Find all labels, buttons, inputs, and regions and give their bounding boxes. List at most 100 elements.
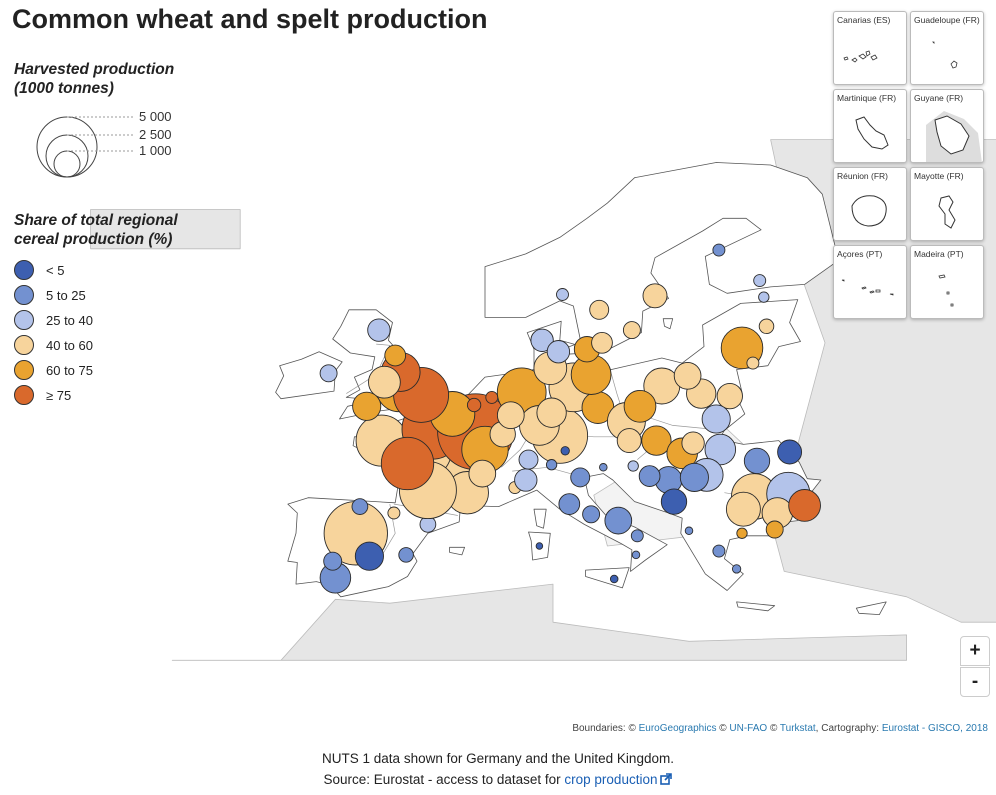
production-bubble-62[interactable] <box>765 520 784 539</box>
attribution-cartography-prefix: , Cartography: <box>815 723 882 734</box>
inset-guadeloupe[interactable]: Guadeloupe (FR) <box>910 11 984 85</box>
production-bubble-20[interactable] <box>468 459 497 488</box>
production-bubble-27[interactable] <box>384 344 407 367</box>
production-bubble-29[interactable] <box>485 390 499 404</box>
inset-label-martinique: Martinique (FR) <box>837 93 897 103</box>
production-bubble-68[interactable] <box>558 493 581 515</box>
size-legend-label-2500: 2 500 <box>139 127 172 142</box>
inset-mayotte[interactable]: Mayotte (FR) <box>910 167 984 241</box>
production-bubble-7[interactable] <box>323 551 343 571</box>
production-bubble-6[interactable] <box>354 541 384 571</box>
color-swatch-60-75 <box>14 360 34 380</box>
production-bubble-90[interactable] <box>746 356 760 370</box>
production-bubble-88[interactable] <box>712 243 726 257</box>
external-link-icon[interactable] <box>660 773 673 785</box>
production-bubble-82[interactable] <box>642 283 668 309</box>
production-bubble-45[interactable] <box>701 404 731 434</box>
production-bubble-76[interactable] <box>627 460 639 472</box>
production-bubble-56[interactable] <box>725 491 761 527</box>
zoom-out-button[interactable]: - <box>960 667 990 697</box>
production-bubble-47[interactable] <box>641 425 672 456</box>
crop-production-link[interactable]: crop production <box>564 772 658 787</box>
color-legend-title: Share of total regional cereal productio… <box>14 211 178 249</box>
production-bubble-46[interactable] <box>673 361 702 390</box>
production-bubble-74[interactable] <box>560 446 570 456</box>
color-swatch-lt5 <box>14 260 34 280</box>
inset-guyane[interactable]: Guyane (FR) <box>910 89 984 163</box>
inset-reunion-shapes <box>851 195 887 227</box>
production-bubble-65[interactable] <box>660 488 688 515</box>
production-bubble-50[interactable] <box>681 431 705 455</box>
color-legend-item-60-75: 60 to 75 <box>14 359 93 381</box>
production-bubble-30[interactable] <box>466 397 482 413</box>
production-bubble-61[interactable] <box>736 527 748 539</box>
production-bubble-89[interactable] <box>556 288 569 301</box>
production-bubble-79[interactable] <box>546 340 571 364</box>
production-bubble-43[interactable] <box>623 389 657 423</box>
production-bubble-60[interactable] <box>777 439 803 465</box>
production-bubble-93[interactable] <box>684 526 694 536</box>
production-bubble-95[interactable] <box>609 574 619 584</box>
inset-madeira-shapes <box>938 274 954 307</box>
attribution-separator-1: © <box>716 723 730 734</box>
production-bubble-4[interactable] <box>398 547 414 563</box>
production-bubble-83[interactable] <box>589 299 610 320</box>
production-bubble-87[interactable] <box>753 274 767 288</box>
production-bubble-71[interactable] <box>630 529 644 543</box>
attribution-link-gisco[interactable]: Eurostat - GISCO, 2018 <box>881 723 988 734</box>
size-legend-circle-medium <box>45 134 89 178</box>
inset-reunion[interactable]: Réunion (FR) <box>833 167 907 241</box>
attribution-link-turkstat[interactable]: Turkstat <box>779 723 816 734</box>
inset-martinique-shapes <box>855 116 889 150</box>
production-bubble-96[interactable] <box>535 542 544 550</box>
production-bubble-80[interactable] <box>591 331 613 354</box>
production-bubble-58[interactable] <box>788 489 821 522</box>
production-bubble-70[interactable] <box>582 505 601 524</box>
production-bubble-26[interactable] <box>367 318 391 342</box>
north-africa-land <box>171 583 907 661</box>
production-bubble-2[interactable] <box>387 506 401 520</box>
production-bubble-44[interactable] <box>716 382 743 410</box>
production-bubble-1[interactable] <box>351 498 369 515</box>
production-bubble-24[interactable] <box>368 365 401 399</box>
color-swatch-5-25 <box>14 285 34 305</box>
production-bubble-39[interactable] <box>496 401 525 430</box>
production-bubble-28[interactable] <box>319 364 338 383</box>
color-legend-item-25-40: 25 to 40 <box>14 309 93 331</box>
production-bubble-73[interactable] <box>518 449 539 470</box>
production-bubble-38[interactable] <box>536 397 567 428</box>
production-bubble-48[interactable] <box>616 428 642 454</box>
inset-canarias[interactable]: Canarias (ES) <box>833 11 907 85</box>
production-bubble-81[interactable] <box>622 321 641 340</box>
color-legend-title-line1: Share of total regional <box>14 212 178 229</box>
production-bubble-92[interactable] <box>712 544 726 558</box>
inset-acores[interactable]: Açores (PT) <box>833 245 907 319</box>
region-border-10 <box>376 343 390 346</box>
production-bubble-78[interactable] <box>530 328 554 352</box>
inset-madeira[interactable]: Madeira (PT) <box>910 245 984 319</box>
production-bubble-85[interactable] <box>758 318 775 335</box>
production-bubble-66[interactable] <box>514 468 538 492</box>
map-canvas[interactable] <box>0 0 996 740</box>
production-bubble-72[interactable] <box>545 459 558 471</box>
map-title: Common wheat and spelt production <box>12 4 488 34</box>
production-bubble-75[interactable] <box>599 463 608 472</box>
color-legend-label-25-40: 25 to 40 <box>46 312 93 328</box>
inset-martinique[interactable]: Martinique (FR) <box>833 89 907 163</box>
production-bubble-69[interactable] <box>604 506 633 535</box>
production-bubble-63[interactable] <box>679 462 709 492</box>
production-bubble-25[interactable] <box>352 391 382 421</box>
production-bubble-67[interactable] <box>570 467 591 488</box>
production-bubble-51[interactable] <box>704 433 737 466</box>
production-bubble-94[interactable] <box>631 550 641 560</box>
production-bubble-59[interactable] <box>743 447 771 475</box>
zoom-in-button[interactable]: + <box>960 636 990 666</box>
map[interactable]: Common wheat and spelt production Harves… <box>0 0 996 740</box>
production-bubble-16[interactable] <box>380 436 435 491</box>
production-bubble-91[interactable] <box>731 564 742 574</box>
size-legend-label-1000: 1 000 <box>139 143 172 158</box>
attribution-link-eurogeographics[interactable]: EuroGeographics <box>638 723 717 734</box>
production-bubble-64[interactable] <box>638 465 661 487</box>
attribution-link-unfao[interactable]: UN-FAO <box>729 723 768 734</box>
production-bubble-86[interactable] <box>758 291 770 303</box>
